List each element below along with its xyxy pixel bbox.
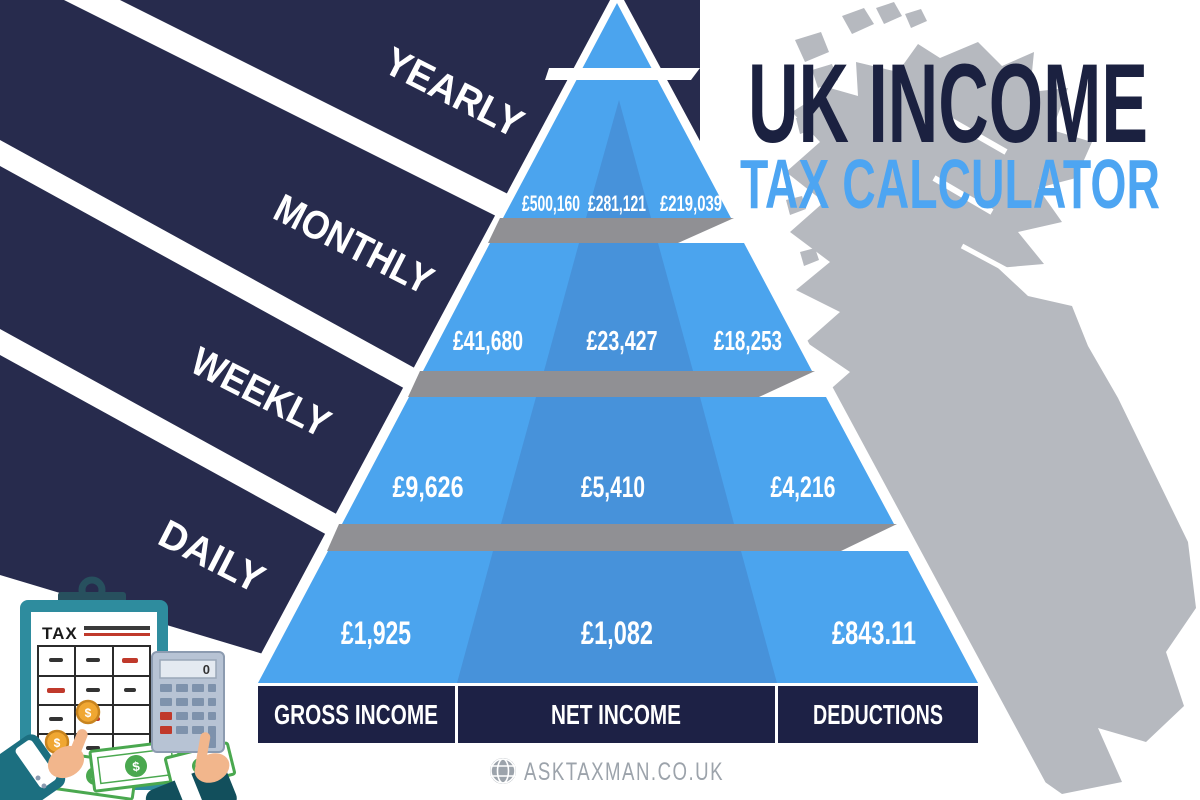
value-daily-net: £1,082 <box>581 615 653 651</box>
website-url[interactable]: ASKTAXMAN.CO.UK <box>524 758 724 786</box>
level-daily-inner <box>457 551 777 683</box>
separator-1 <box>488 218 734 243</box>
apex-gap <box>545 68 700 80</box>
footer-cell-gross <box>258 686 455 743</box>
column-label-gross: GROSS INCOME <box>274 699 438 730</box>
column-label-net: NET INCOME <box>551 699 681 730</box>
footer-cell-net <box>458 686 775 743</box>
level-yearly-inner <box>586 100 651 218</box>
island <box>795 32 829 62</box>
separator-2 <box>408 371 815 397</box>
title-block: UK INCOME TAX CALCULATOR <box>740 41 1160 223</box>
calculator-display: 0 <box>203 662 210 677</box>
footer-columns: GROSS INCOME NET INCOME DEDUCTIONS <box>258 686 978 743</box>
value-yearly-deductions: £219,039 <box>660 191 722 216</box>
coin-icon: $ <box>75 699 101 725</box>
value-monthly-gross: £41,680 <box>453 325 523 356</box>
level-monthly-inner <box>544 243 693 371</box>
fjord-detail <box>960 243 1020 279</box>
value-daily-gross: £1,925 <box>341 615 411 651</box>
island <box>876 2 902 24</box>
fjord-detail <box>932 175 994 215</box>
svg-text:$: $ <box>85 706 92 720</box>
separator-3 <box>327 524 897 551</box>
island <box>786 196 806 215</box>
value-yearly-net: £281,121 <box>588 191 646 216</box>
globe-icon <box>490 758 516 784</box>
fjord-detail <box>948 117 1008 155</box>
tax-label: TAX <box>42 624 78 643</box>
level-weekly-inner <box>501 397 734 524</box>
value-yearly-gross: £500,160 <box>522 191 580 216</box>
value-monthly-net: £23,427 <box>587 325 658 356</box>
calculator-icon: 0 <box>151 651 225 753</box>
footer-cell-deductions <box>778 686 978 743</box>
website-footer[interactable]: ASKTAXMAN.CO.UK <box>490 758 724 786</box>
island <box>842 8 874 34</box>
value-weekly-net: £5,410 <box>581 471 645 504</box>
tax-line-red <box>84 633 150 636</box>
island <box>905 9 927 28</box>
value-daily-deductions: £843.11 <box>832 615 916 651</box>
title-line2: TAX CALCULATOR <box>740 145 1160 223</box>
value-weekly-deductions: £4,216 <box>771 471 836 504</box>
island <box>796 114 818 134</box>
hand-right-icon <box>145 732 237 800</box>
pyramid-apex <box>582 3 652 69</box>
column-label-deductions: DEDUCTIONS <box>813 699 943 730</box>
pyramid: £500,160 £281,121 £219,039 £41,680 £23,4… <box>258 3 978 683</box>
island <box>812 64 838 88</box>
title-line1: UK INCOME <box>748 41 1148 166</box>
svg-text:$: $ <box>54 736 61 750</box>
island <box>800 248 819 266</box>
value-weekly-gross: £9,626 <box>393 471 464 504</box>
tax-illustration: TAX $ $ <box>0 576 237 800</box>
tax-line-dark <box>84 626 150 630</box>
value-monthly-deductions: £18,253 <box>714 325 782 356</box>
hand-left-icon <box>0 729 88 800</box>
svg-text:$: $ <box>132 759 142 775</box>
